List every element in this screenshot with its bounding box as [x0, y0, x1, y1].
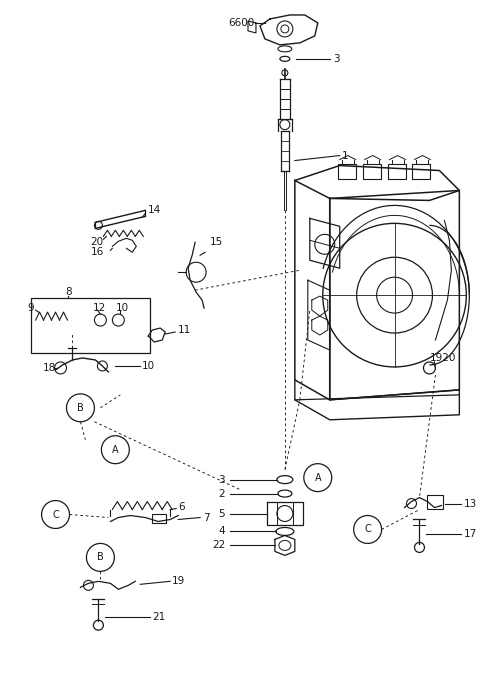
Text: 7: 7	[203, 512, 210, 523]
Text: 1920: 1920	[430, 353, 456, 363]
Text: 13: 13	[463, 498, 477, 509]
Text: 12: 12	[93, 303, 106, 313]
Bar	[363, 164, 381, 180]
Text: 3: 3	[333, 54, 339, 64]
Text: 2: 2	[218, 489, 225, 498]
Text: 19: 19	[172, 576, 185, 586]
Text: A: A	[112, 445, 119, 455]
Bar	[152, 514, 166, 523]
Text: 10: 10	[142, 361, 156, 371]
Text: 1: 1	[342, 151, 348, 160]
Bar	[338, 164, 356, 180]
Text: 15: 15	[210, 237, 223, 247]
Text: 21: 21	[152, 612, 166, 623]
Text: 6: 6	[178, 502, 185, 511]
Text: A: A	[314, 473, 321, 482]
Text: C: C	[364, 525, 371, 534]
Text: C: C	[52, 509, 59, 520]
Text: B: B	[97, 552, 104, 562]
Text: 4: 4	[218, 527, 225, 536]
Text: 18: 18	[43, 363, 56, 373]
Text: 11: 11	[178, 325, 192, 335]
Text: 9: 9	[27, 303, 34, 313]
Bar	[387, 164, 406, 180]
Bar	[31, 298, 150, 353]
Text: 17: 17	[463, 530, 477, 539]
Text: 16: 16	[90, 247, 104, 257]
Text: 6600: 6600	[228, 18, 254, 28]
Text: 10: 10	[115, 303, 129, 313]
Text: 8: 8	[65, 287, 72, 297]
Bar	[412, 164, 431, 180]
Text: 3: 3	[218, 475, 225, 484]
Text: 22: 22	[212, 541, 225, 550]
Text: B: B	[77, 403, 84, 413]
Text: 14: 14	[148, 205, 161, 215]
Text: 5: 5	[218, 509, 225, 518]
Text: 20: 20	[90, 237, 104, 247]
Bar	[428, 495, 444, 509]
